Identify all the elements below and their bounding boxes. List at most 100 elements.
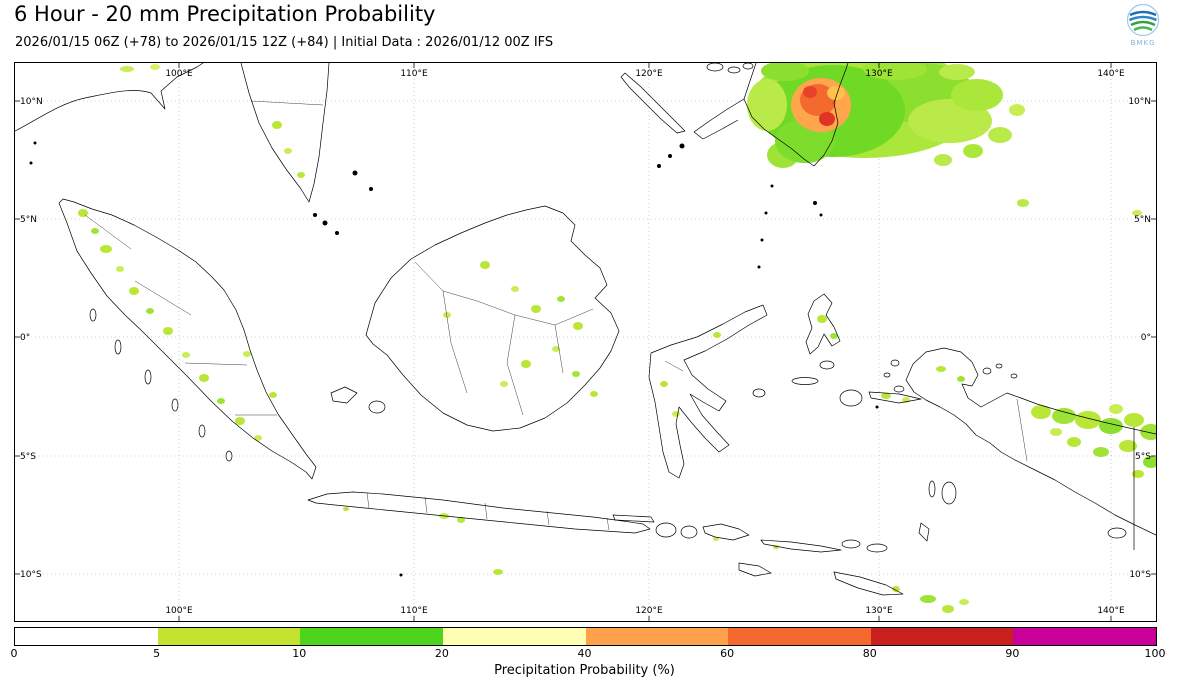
colorbar-segment <box>870 628 1014 645</box>
island-bali <box>655 522 677 538</box>
colorbar-segment <box>585 628 729 645</box>
colorbar-tick-label: 60 <box>720 647 735 660</box>
precip-blob <box>713 537 719 541</box>
precip-blob <box>920 595 936 603</box>
island-riau <box>335 231 339 235</box>
island-natuna <box>369 187 373 191</box>
precip-blob <box>1067 437 1081 447</box>
precip-blob <box>988 127 1012 143</box>
precip-blob <box>827 86 845 100</box>
lon-tick-label-top: 110°E <box>400 69 428 79</box>
forecast-period-subtitle: 2026/01/15 06Z (+78) to 2026/01/15 12Z (… <box>15 35 554 50</box>
island-halmahera <box>805 293 841 355</box>
island-sangihe <box>770 184 774 188</box>
island-mentawai <box>114 339 122 355</box>
lat-tick-label-right: 5°N <box>1134 215 1151 225</box>
island-talaud <box>813 201 817 205</box>
lon-tick-label-bottom: 120°E <box>635 606 663 616</box>
precip-blob <box>269 392 277 398</box>
precip-blob <box>713 332 721 338</box>
island-raja-ampat <box>890 359 900 367</box>
colorbar-segment <box>157 628 301 645</box>
precip-blob <box>881 393 891 399</box>
precip-blob <box>672 411 680 417</box>
colorbar-tick-label: 0 <box>10 647 18 660</box>
coastlines <box>15 63 1156 596</box>
island-ambon <box>875 405 879 409</box>
precip-blob <box>892 586 900 592</box>
precip-blob <box>573 322 583 330</box>
precip-blob <box>803 86 817 98</box>
precip-blob <box>572 371 580 377</box>
precip-blob <box>1124 413 1144 427</box>
island-sangihe <box>760 238 764 242</box>
precip-blob <box>150 64 160 70</box>
island-sulu <box>668 154 672 158</box>
island-buru <box>839 389 863 407</box>
precip-blob <box>100 245 112 253</box>
precip-blob <box>1132 470 1144 478</box>
island-mentawai <box>89 308 97 322</box>
precip-blob <box>817 315 827 323</box>
colorbar-tick-labels: 0 5 10 20 40 60 80 90 100 <box>10 647 1166 661</box>
coastline-borneo <box>365 205 620 432</box>
bmkg-logo: BMKG <box>1120 3 1166 53</box>
precip-blob <box>254 435 262 441</box>
island-sumba <box>738 562 772 577</box>
precip-blob <box>1031 405 1051 419</box>
precip-blob <box>343 507 349 511</box>
island-sangihe <box>764 211 768 215</box>
lon-tick-label-top: 130°E <box>865 69 893 79</box>
precip-blob <box>1017 199 1029 207</box>
island-wetar <box>866 543 888 553</box>
island-visayas <box>742 63 754 70</box>
island-christmas <box>399 573 403 577</box>
lat-tick-label-right: 10°S <box>1129 570 1151 580</box>
island-visayas <box>706 63 724 72</box>
island-madura <box>612 514 655 523</box>
precip-blob <box>199 374 209 382</box>
precip-blob <box>500 381 508 387</box>
precip-blob <box>116 266 124 272</box>
precip-blob <box>78 209 88 217</box>
island-riau <box>322 220 328 226</box>
island-nicobar <box>29 161 33 165</box>
island-alor <box>841 539 861 549</box>
island-lombok <box>680 525 698 539</box>
precip-blob <box>951 79 1003 111</box>
precip-blob <box>936 366 946 372</box>
precip-blob <box>91 228 99 234</box>
colorbar-tick-label: 40 <box>577 647 592 660</box>
island-misool <box>893 385 905 393</box>
axis-tick-labels: 100°E 100°E 110°E 110°E 120°E 120°E 130°E 130°E… <box>20 69 1151 616</box>
island-obi <box>819 360 835 370</box>
precip-blob <box>146 308 154 314</box>
page-title: 6 Hour - 20 mm Precipitation Probability <box>14 2 436 26</box>
precip-blob <box>493 569 503 575</box>
colorbar-segment <box>442 628 586 645</box>
precip-blob <box>217 398 225 404</box>
island-seram <box>868 391 922 404</box>
colorbar-segment <box>300 628 443 645</box>
island-singapore <box>313 213 317 217</box>
precip-blob <box>531 305 541 313</box>
island-talaud <box>819 213 823 217</box>
gridlines <box>15 63 1156 621</box>
precip-blob <box>182 352 190 358</box>
precip-blob <box>457 517 465 523</box>
island-kai <box>928 480 936 498</box>
island-visayas <box>727 66 741 74</box>
colorbar-axis-label: Precipitation Probability (%) <box>494 663 675 678</box>
lat-tick-label-left: 10°S <box>20 570 42 580</box>
precip-blob <box>521 360 531 368</box>
lat-tick-label-left: 5°N <box>20 215 37 225</box>
lon-tick-label-bottom: 140°E <box>1097 606 1125 616</box>
precip-blob <box>942 605 954 613</box>
colorbar-segment <box>1013 628 1156 645</box>
precip-blob <box>120 66 134 72</box>
lat-tick-label-left: 5°S <box>20 452 36 462</box>
colorbar-tick-label: 5 <box>153 647 161 660</box>
precip-blob <box>1009 104 1025 116</box>
precip-blob <box>129 287 139 295</box>
precip-blob <box>959 599 969 605</box>
